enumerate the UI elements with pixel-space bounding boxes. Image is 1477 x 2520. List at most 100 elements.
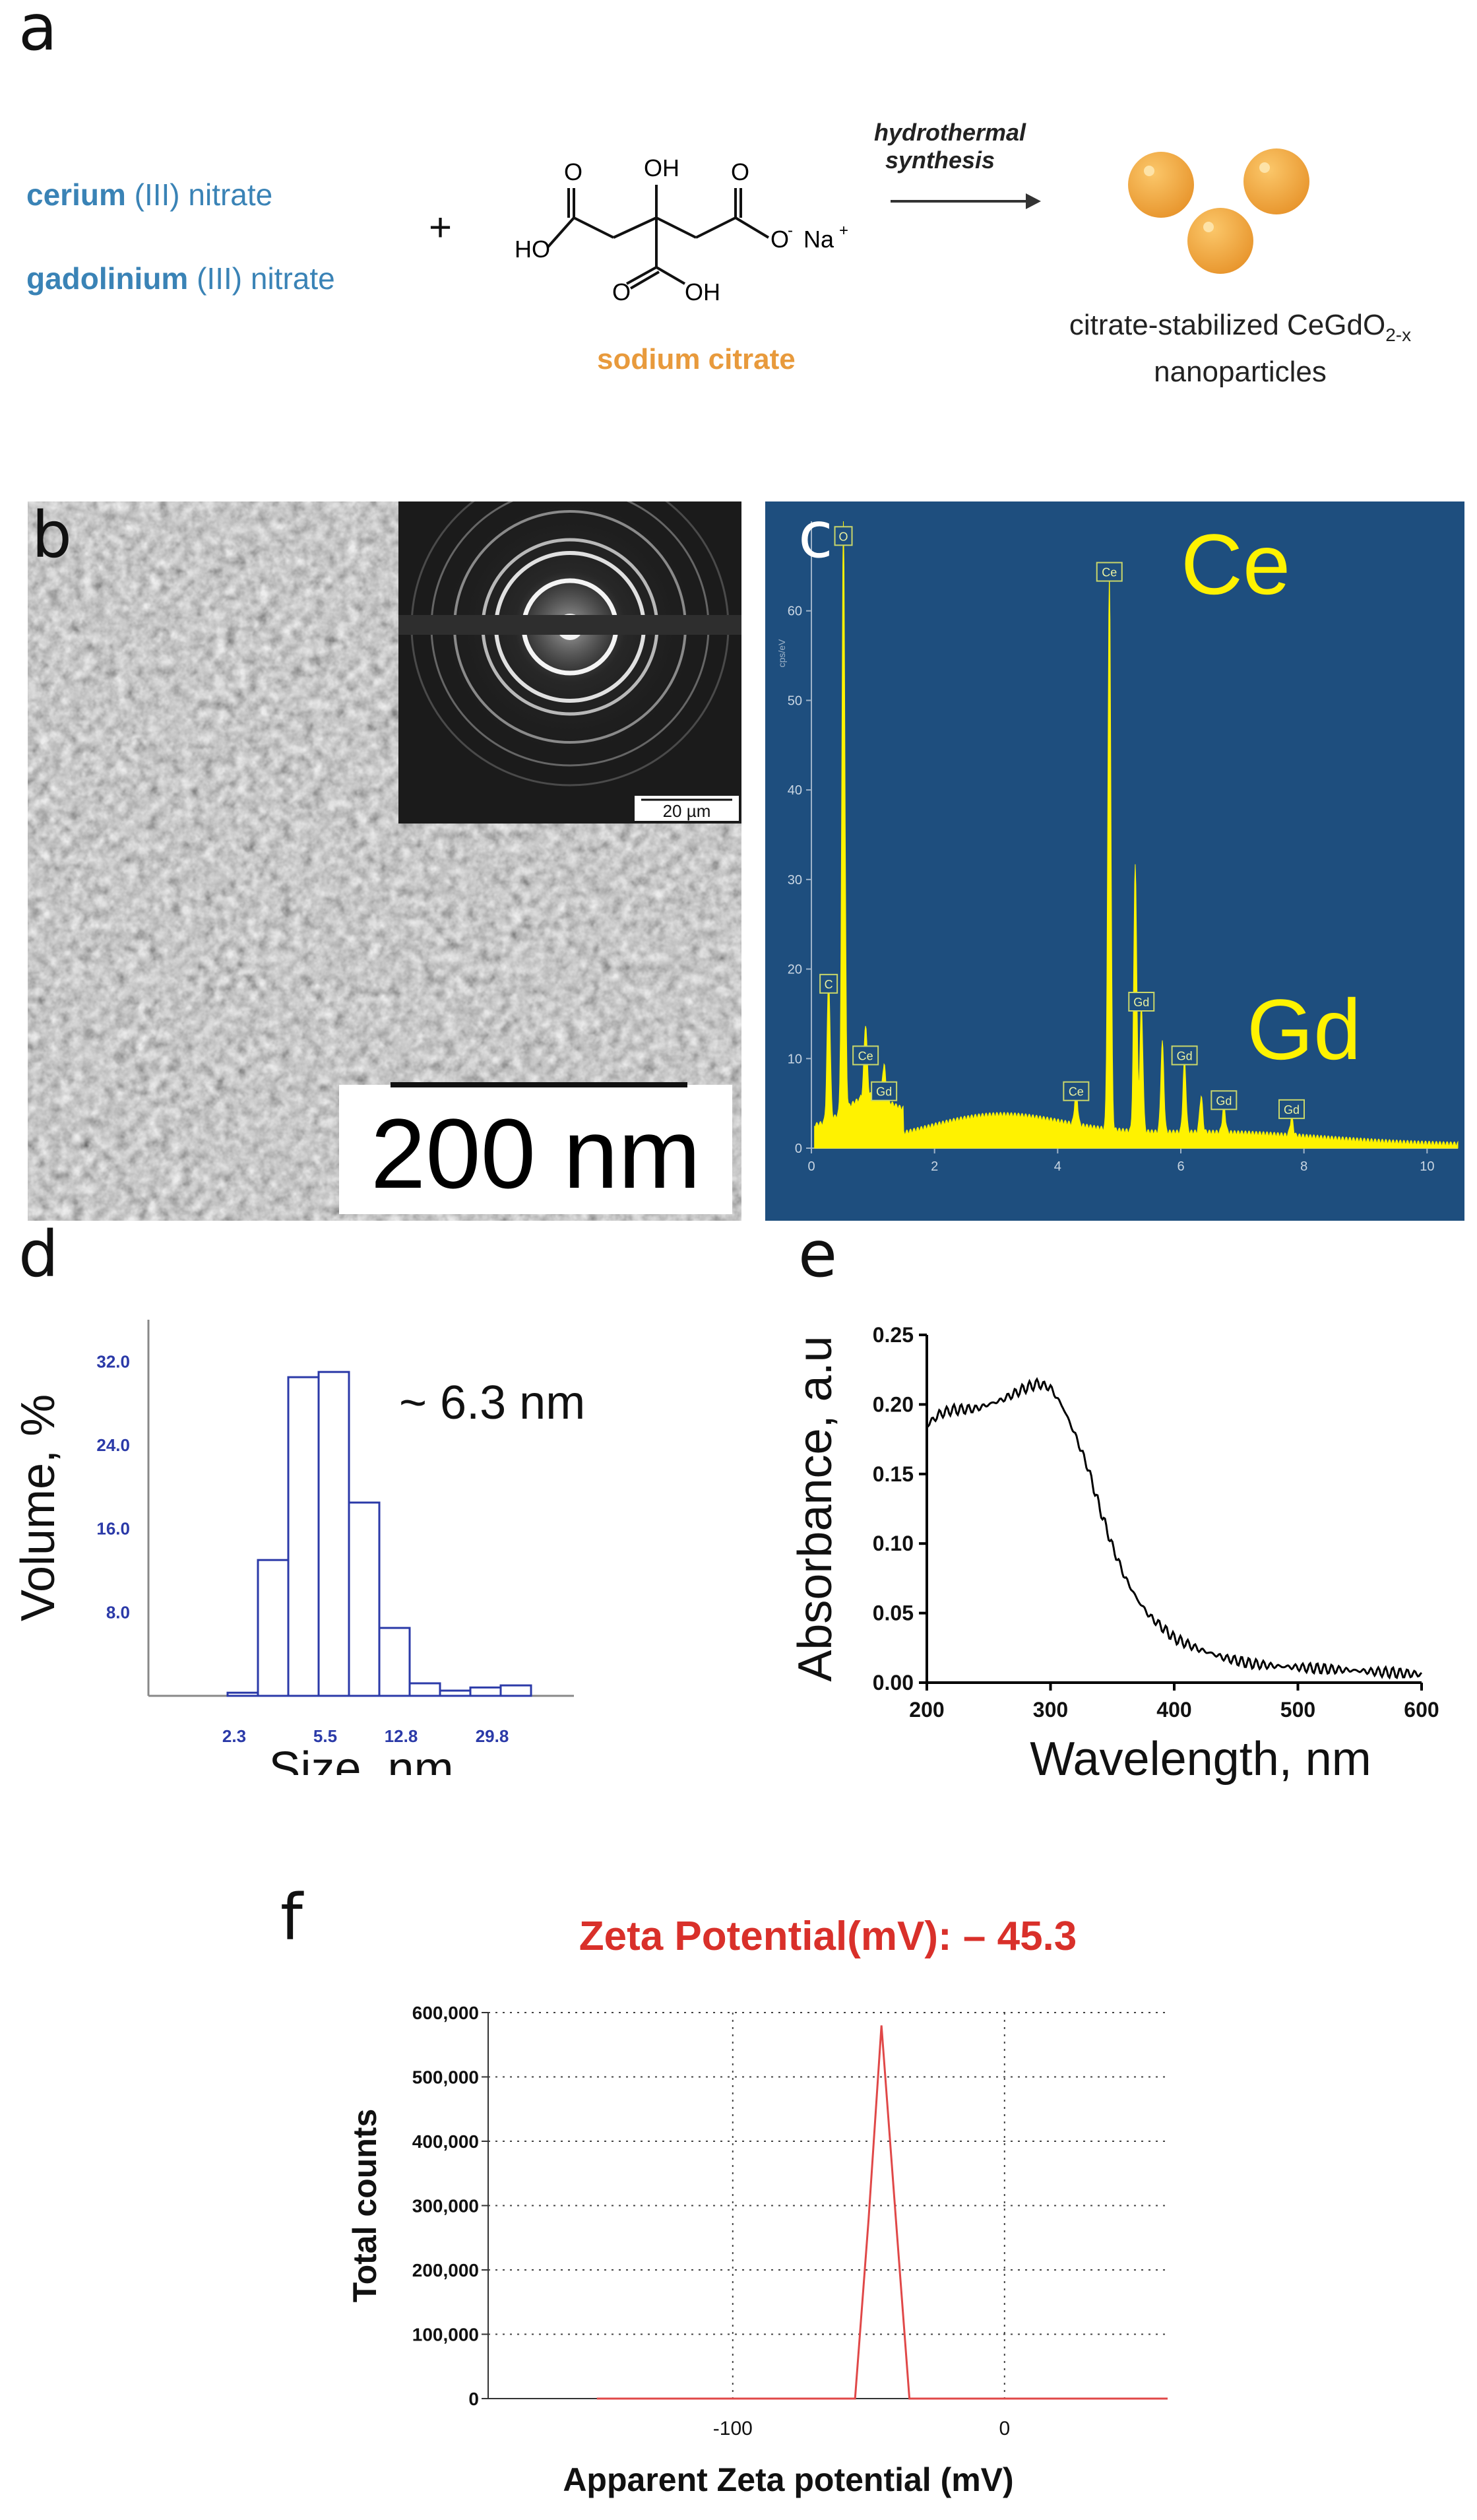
eds-y-tick-label: 60: [788, 604, 802, 619]
zeta-curve: [596, 2025, 1168, 2400]
eds-y-tick-label: 50: [788, 694, 802, 708]
eds-peak-label-ce: Ce: [858, 1049, 873, 1062]
eds-peak-label-gd: Gd: [1284, 1103, 1300, 1116]
chem-o-left: O: [564, 158, 582, 185]
eds-x-tick-label: 4: [1054, 1159, 1061, 1174]
reaction-line-2: synthesis: [885, 146, 995, 174]
product-name: citrate-stabilized CeGdO: [1069, 309, 1386, 341]
hist-x-tick-label: 29.8: [476, 1726, 509, 1746]
hist-bar: [287, 1376, 320, 1697]
hist-y-tick-label: 16.0: [96, 1519, 130, 1539]
hist-bar: [226, 1691, 259, 1697]
zeta-y-tick-label: 500,000: [412, 2067, 479, 2088]
reagent-cerium: cerium (III) nitrate: [26, 177, 272, 212]
plus-sign: +: [429, 205, 453, 249]
eds-peak-label-gd: Gd: [1133, 996, 1149, 1009]
eds-y-tick-label: 30: [788, 873, 802, 888]
abs-x-tick-label: 300: [1033, 1698, 1068, 1722]
chem-oh-top: OH: [644, 154, 679, 181]
panel-c-letter: c: [798, 498, 833, 572]
abs-x-tick-label: 600: [1404, 1698, 1439, 1722]
eds-x-tick-label: 10: [1420, 1159, 1434, 1174]
panel-f-letter: f: [280, 1881, 303, 1955]
eds-peak-label-box: [1128, 992, 1155, 1012]
abs-x-tick-label: 500: [1280, 1698, 1315, 1722]
eds-label-gd: Gd: [1247, 981, 1362, 1078]
zeta-y-tick-label: 200,000: [412, 2260, 479, 2280]
hist-bar: [257, 1559, 290, 1697]
abs-y-tick-label: 0.10: [873, 1532, 914, 1555]
eds-y-axis-label: cps/eV: [776, 639, 787, 667]
eds-spectrum: [814, 521, 1459, 1149]
zeta-x-tick-label: -100: [713, 2418, 753, 2439]
hist-y-axis-label: Volume, %: [13, 1394, 65, 1621]
eds-peak-label-gd: Gd: [1216, 1094, 1232, 1107]
zeta-chart: Zeta Potential(mV): – 45.3 0 100,000 200,00…: [346, 1914, 1168, 2498]
citrate-label: sodium citrate: [597, 343, 796, 375]
eds-peak-label-o: O: [839, 530, 848, 543]
eds-peak-label-box: [871, 1081, 898, 1101]
eds-peak-label-box: [819, 973, 838, 994]
hist-bar: [408, 1682, 441, 1697]
eds-x-tick-label: 8: [1300, 1159, 1307, 1174]
size-annotation: ~ 6.3 nm: [399, 1376, 586, 1429]
abs-x-axis-label: Wavelength, nm: [1030, 1733, 1371, 1786]
eds-y-tick-label: 0: [795, 1142, 802, 1156]
chem-o-bottom: O: [612, 278, 631, 306]
zeta-y-axis-label: Total counts: [346, 2109, 383, 2303]
zeta-y-tick-label: 400,000: [412, 2131, 479, 2152]
hist-bar: [348, 1501, 381, 1697]
eds-peak-label-ce: Ce: [1102, 566, 1117, 579]
size-histogram: 8.0 16.0 24.0 32.0 2.3 5.5 12.8 29.8 Size, nm Vol…: [13, 1320, 574, 1775]
eds-x-tick-label: 0: [807, 1159, 815, 1174]
chem-plus: +: [839, 222, 848, 240]
reagent-cerium-suffix: (III) nitrate: [134, 178, 273, 212]
abs-x-tick-label: 200: [909, 1698, 944, 1722]
hist-x-axis-label: Size, nm: [268, 1743, 453, 1775]
abs-y-tick-label: 0.20: [873, 1392, 914, 1416]
reaction-condition: hydrothermal synthesis: [874, 119, 1026, 174]
eds-peak-label-box: [1210, 1090, 1238, 1111]
abs-y-tick-label: 0.05: [873, 1601, 914, 1625]
eds-peak-label-gd: Gd: [876, 1085, 892, 1099]
eds-peak-label-box: [1171, 1045, 1198, 1066]
product-subscript: 2-x: [1385, 324, 1412, 345]
panel-a-letter: a: [18, 0, 57, 65]
chem-o-right: O: [731, 158, 749, 185]
zeta-y-tick-label: 100,000: [412, 2325, 479, 2345]
reagent-gadolinium-name: gadolinium: [26, 261, 189, 296]
chem-oh-bottom: OH: [685, 278, 720, 306]
eds-peak-label-box: [1063, 1081, 1090, 1101]
hist-bar: [378, 1627, 411, 1697]
chem-ho: HO: [515, 236, 550, 263]
eds-y-tick-label: 10: [788, 1052, 802, 1066]
hist-x-tick-label: 12.8: [385, 1726, 418, 1746]
zeta-y-tick-label: 300,000: [412, 2196, 479, 2216]
tem-scale-label: 200 nm: [371, 1098, 701, 1209]
product-line-1: citrate-stabilized CeGdO2-x: [1055, 307, 1425, 354]
reagent-gadolinium: gadolinium (III) nitrate: [26, 261, 335, 296]
hist-bar: [499, 1684, 532, 1697]
eds-peak-label-box: [834, 526, 853, 546]
reaction-line-1: hydrothermal: [874, 119, 1026, 146]
panel-e-letter: e: [798, 1217, 838, 1291]
eds-y-tick-label: 20: [788, 963, 802, 977]
reagent-gadolinium-suffix: (III) nitrate: [197, 261, 335, 296]
abs-y-axis-label: Absorbance, a.u: [789, 1336, 842, 1681]
zeta-x-tick-label: 0: [999, 2418, 1010, 2439]
tem-image: 20 µm 200 nm: [28, 501, 741, 1221]
eds-peak-label-box: [1096, 562, 1123, 582]
saed-inset: 20 µm: [398, 501, 741, 824]
reagent-cerium-name: cerium: [26, 178, 126, 212]
product-label: citrate-stabilized CeGdO2-x nanoparticle…: [1055, 307, 1425, 391]
abs-curve: [926, 1376, 1423, 1680]
hist-x-tick-label: 5.5: [313, 1726, 337, 1746]
nanoparticles-icon: [1128, 148, 1309, 274]
saed-scale-label: 20 µm: [663, 801, 711, 821]
hist-y-tick-label: 24.0: [96, 1435, 130, 1455]
absorbance-chart: 0.00 0.05 0.10 0.15 0.20 0.25 200 300 400 500 600 W…: [789, 1323, 1439, 1786]
panel-d-letter: d: [18, 1217, 59, 1291]
eds-peak-label-c: C: [825, 978, 833, 991]
citrate-structure: O OH O HO O - Na + O OH: [515, 154, 848, 306]
eds-peak-label-gd: Gd: [1177, 1049, 1193, 1062]
